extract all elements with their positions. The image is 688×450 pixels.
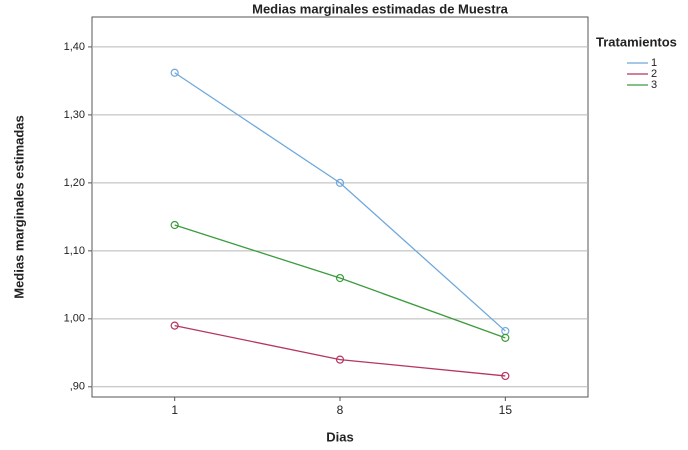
data-point xyxy=(501,333,510,342)
y-tick-label: 1,10 xyxy=(64,245,85,257)
y-tick-label: 1,00 xyxy=(64,313,85,325)
data-point xyxy=(335,178,345,187)
legend-label: 2 xyxy=(651,68,657,80)
legend-title: Tratamientos xyxy=(596,34,677,49)
plot-frame xyxy=(91,16,589,398)
chart-title: Medias marginales estimadas de Muestra xyxy=(252,1,509,16)
data-point xyxy=(335,355,345,364)
series-line xyxy=(174,324,506,377)
series-line xyxy=(174,72,506,332)
data-point xyxy=(501,371,510,381)
x-tick-label: 1 xyxy=(171,403,178,417)
y-axis-label: Medias marginales estimadas xyxy=(11,115,26,299)
y-tick-label: ,90 xyxy=(70,381,85,393)
legend-label: 3 xyxy=(651,79,657,91)
data-point xyxy=(170,321,179,330)
data-point xyxy=(170,68,179,77)
y-tick-label: 1,40 xyxy=(64,41,85,53)
y-tick-label: 1,30 xyxy=(64,109,85,121)
x-tick-label: 15 xyxy=(499,403,513,417)
legend-label: 1 xyxy=(651,57,657,69)
series-line xyxy=(174,224,506,339)
y-tick-label: 1,20 xyxy=(64,177,85,189)
x-axis-label: Dias xyxy=(326,429,353,444)
data-point xyxy=(335,273,345,283)
data-point xyxy=(170,220,179,230)
x-tick-label: 8 xyxy=(337,403,344,417)
